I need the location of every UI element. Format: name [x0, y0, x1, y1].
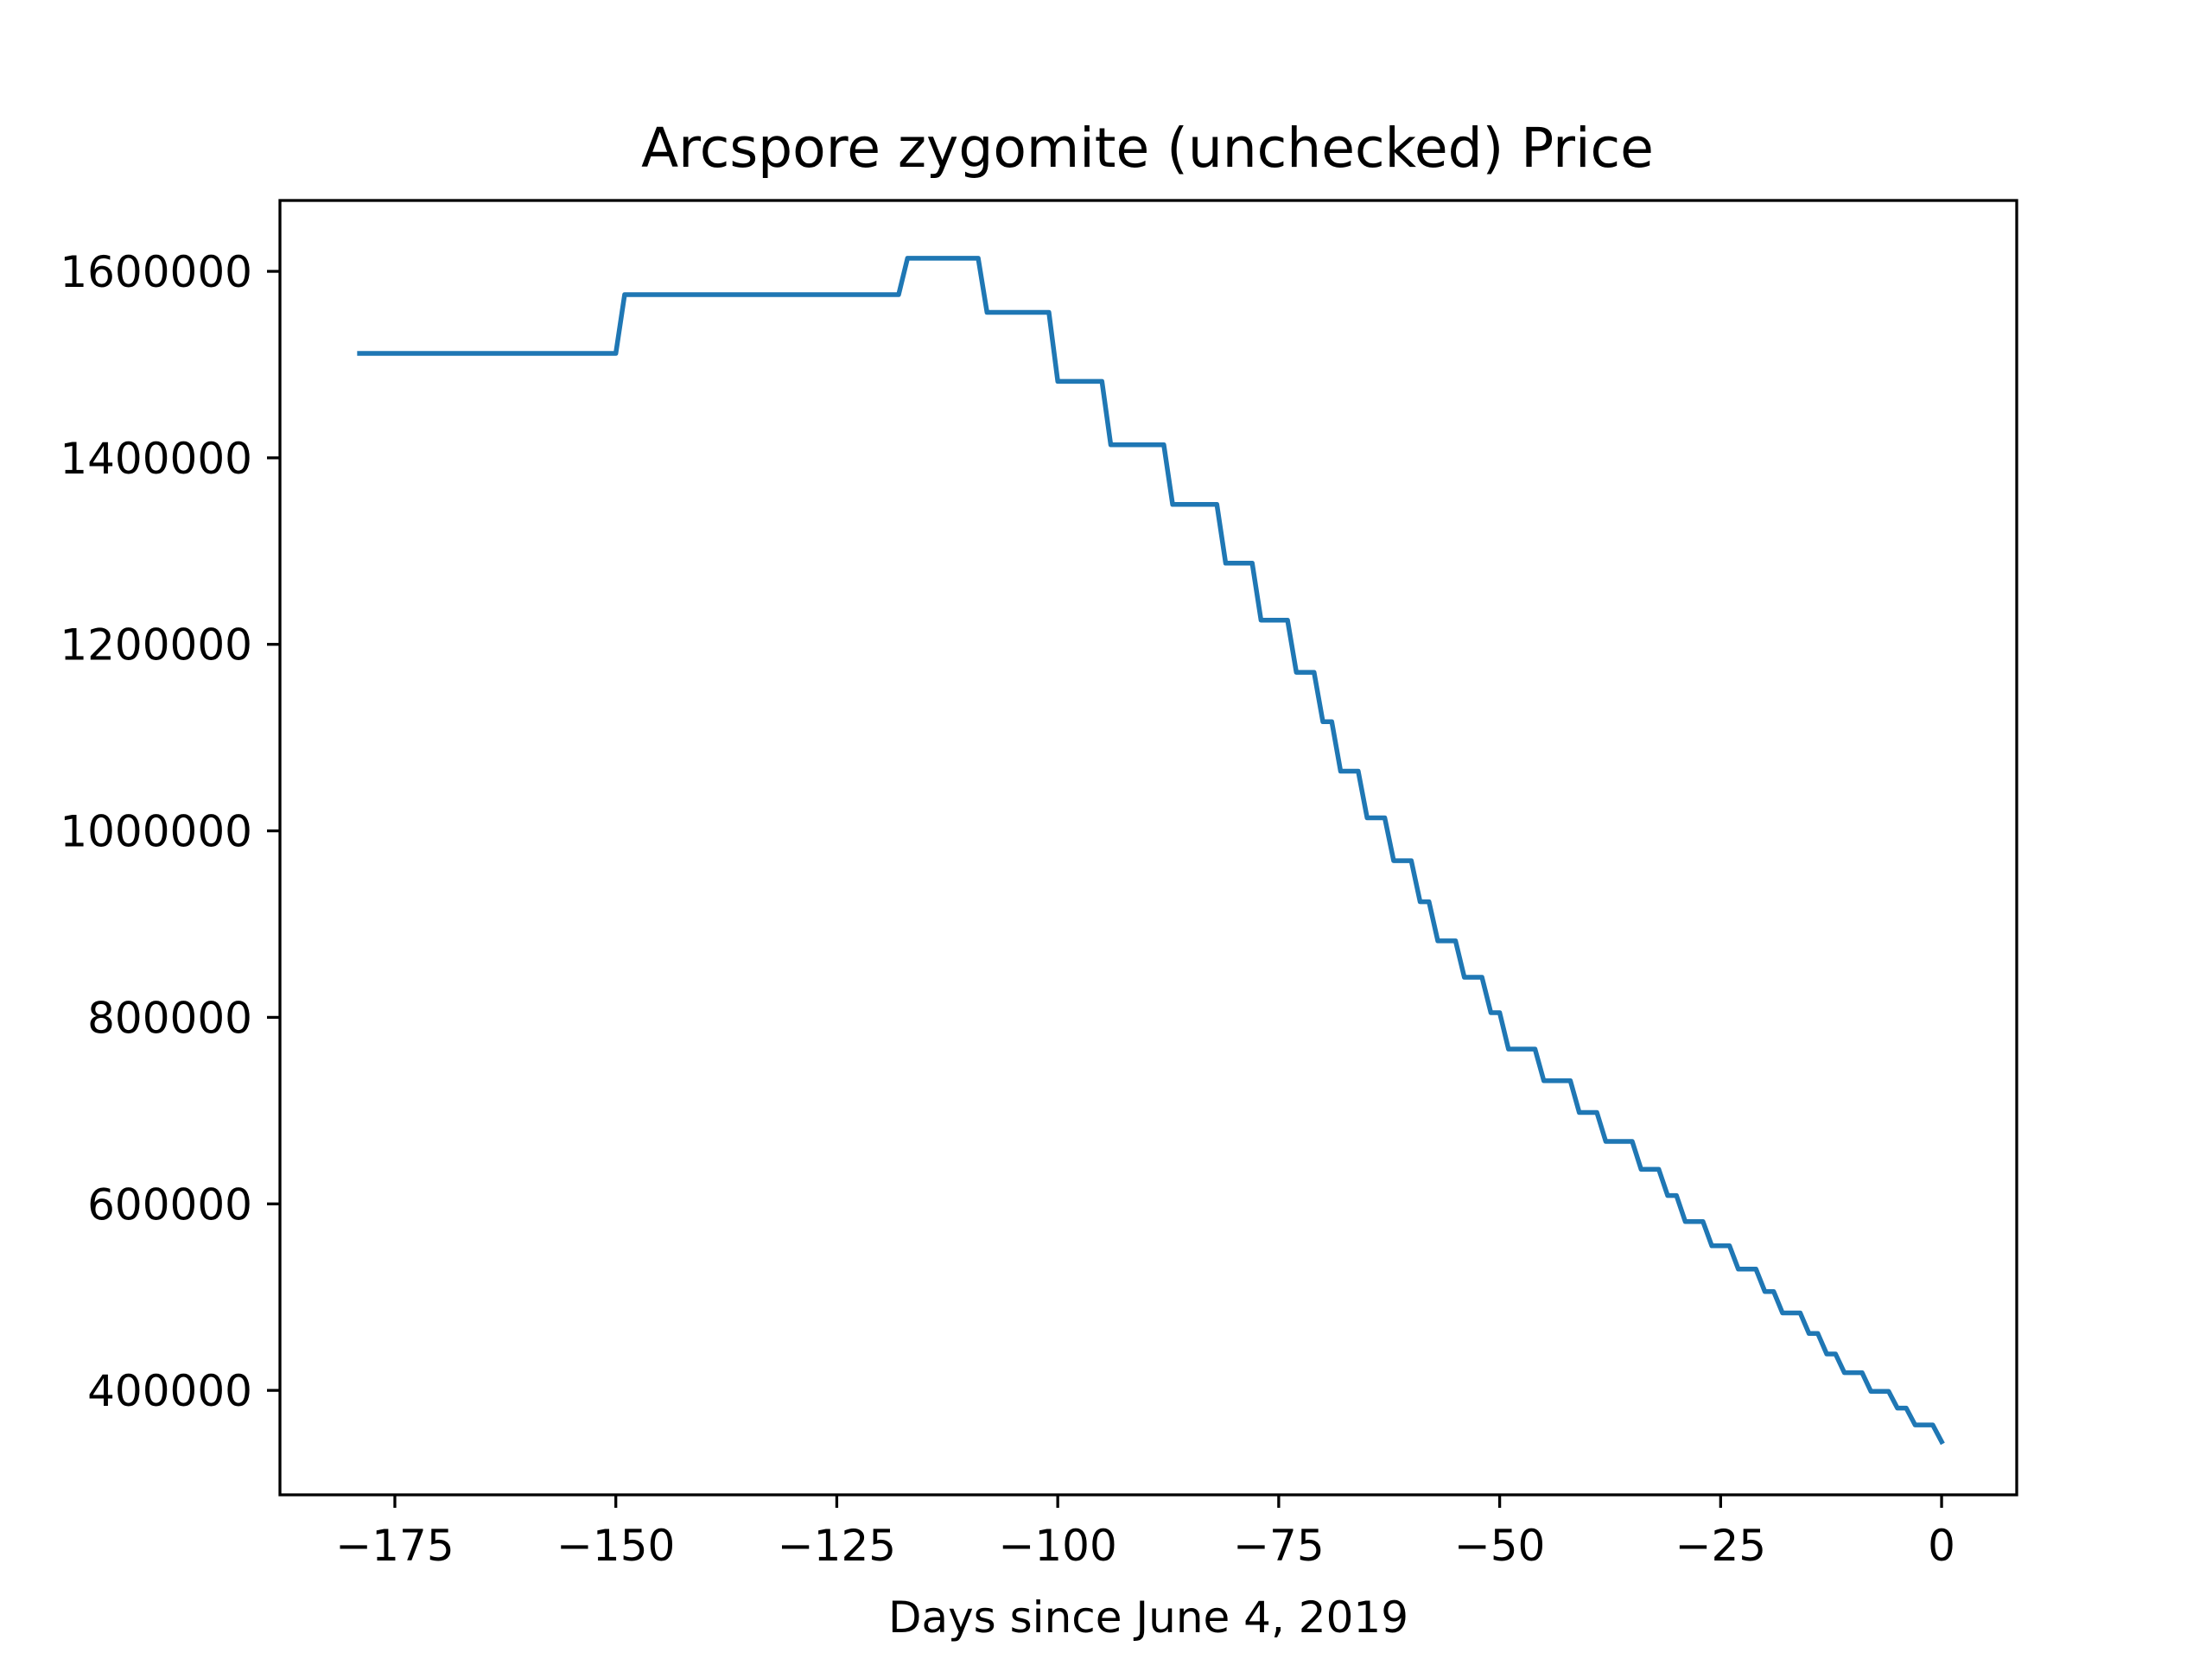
- y-tick-label: 600000: [87, 1179, 252, 1230]
- x-tick-label: −75: [1233, 1521, 1325, 1571]
- chart-title: Arcspore zygomite (unchecked) Price: [641, 117, 1654, 180]
- y-tick-label: 400000: [87, 1366, 252, 1416]
- plot-area-frame: [278, 199, 2018, 1497]
- y-tick-label: 1600000: [60, 247, 252, 297]
- y-axis: 400000 600000 800000 1000000 1200000 1400000 1…: [60, 247, 280, 1416]
- x-tick-label: −150: [556, 1521, 675, 1571]
- x-axis: −175 −150 −125 −100 −75 −50 −25 0: [335, 1495, 1955, 1571]
- y-tick-label: 1200000: [60, 620, 252, 671]
- x-tick-label: −50: [1454, 1521, 1546, 1571]
- x-tick-label: 0: [1928, 1521, 1955, 1571]
- y-tick-label: 1400000: [60, 434, 252, 484]
- x-axis-label: Days since June 4, 2019: [888, 1592, 1408, 1643]
- y-tick-label: 800000: [87, 993, 252, 1043]
- y-tick-label: 1000000: [60, 807, 252, 857]
- x-tick-label: −25: [1675, 1521, 1767, 1571]
- x-tick-label: −125: [778, 1521, 896, 1571]
- series-line-0: [357, 256, 1945, 1446]
- x-tick-label: −100: [998, 1521, 1116, 1571]
- x-tick-label: −175: [335, 1521, 454, 1571]
- series-layer: [357, 256, 1945, 1446]
